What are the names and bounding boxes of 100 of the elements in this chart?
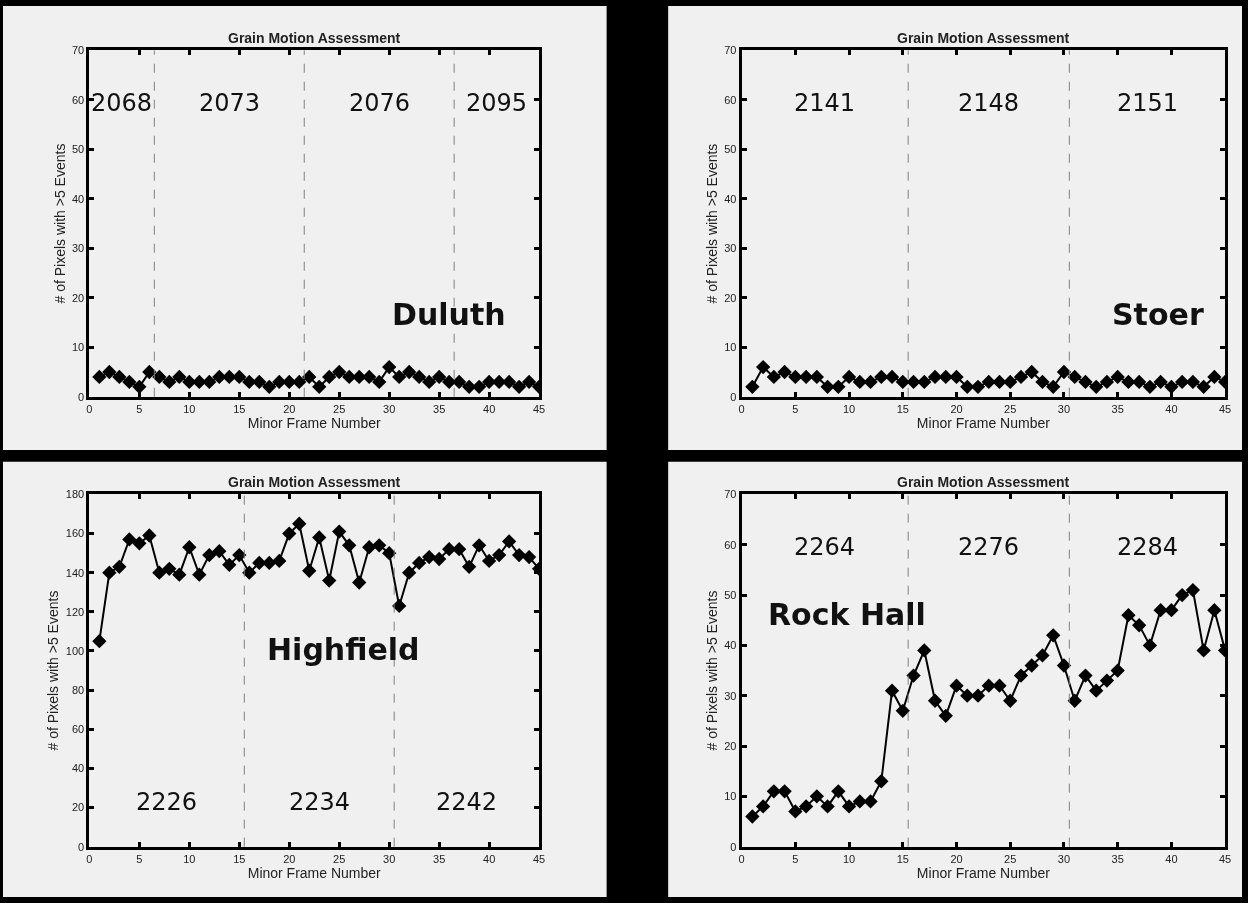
point <box>352 575 367 590</box>
point <box>809 789 824 804</box>
point <box>1142 638 1158 653</box>
annotation: 2151 <box>1117 89 1179 117</box>
y-tick-label: 60 <box>724 538 737 551</box>
y-tick-label: 50 <box>724 143 737 156</box>
point <box>402 565 417 580</box>
y-tick-label: 0 <box>78 840 85 853</box>
x-tick-label: 5 <box>792 852 799 865</box>
annotation: 2148 <box>958 89 1020 117</box>
point <box>282 526 297 541</box>
point <box>1067 693 1082 708</box>
point <box>1089 683 1104 698</box>
y-tick-label: 40 <box>724 639 737 652</box>
x-tick-label: 10 <box>842 402 856 415</box>
point <box>292 516 307 531</box>
annotation: 2234 <box>289 788 351 816</box>
y-tick-label: 140 <box>65 566 85 579</box>
point <box>1110 663 1125 678</box>
x-tick-label: 35 <box>433 852 446 865</box>
annotation: Highfield <box>267 632 420 667</box>
point <box>766 784 782 799</box>
point <box>192 567 207 582</box>
point <box>511 547 527 563</box>
y-axis-title: # of Pixels with >5 Events <box>45 590 62 751</box>
y-tick-label: 50 <box>724 588 737 601</box>
x-tick-label: 15 <box>896 852 909 865</box>
point <box>432 551 447 567</box>
point <box>852 794 867 809</box>
point <box>981 678 996 693</box>
y-tick-label: 0 <box>78 390 85 403</box>
point <box>1164 603 1179 618</box>
point <box>172 567 187 582</box>
y-tick-label: 80 <box>71 683 85 696</box>
point <box>895 703 910 718</box>
point <box>841 799 857 814</box>
point <box>874 774 889 789</box>
x-tick-label: 0 <box>86 402 93 415</box>
chart-title: Grain Motion Assessment <box>897 30 1070 46</box>
x-tick-label: 20 <box>950 402 963 415</box>
y-tick-label: 0 <box>730 840 737 853</box>
point <box>755 799 771 814</box>
annotation: 2068 <box>91 89 153 117</box>
y-tick-label: 60 <box>71 723 85 736</box>
point <box>1174 587 1190 603</box>
annotation: 2073 <box>199 89 261 117</box>
y-tick-label: 60 <box>724 93 737 106</box>
x-tick-label: 40 <box>483 852 496 865</box>
x-tick-label: 15 <box>233 852 246 865</box>
y-tick-label: 10 <box>724 790 737 803</box>
point <box>1078 668 1093 683</box>
point <box>412 555 427 571</box>
point <box>1185 582 1201 598</box>
point <box>788 804 803 819</box>
point <box>1046 628 1061 643</box>
point <box>142 528 157 543</box>
chart-title: Grain Motion Assessment <box>228 474 401 490</box>
point <box>332 524 347 539</box>
point <box>820 799 835 814</box>
point <box>1056 658 1072 673</box>
x-tick-label: 40 <box>483 402 496 415</box>
point <box>1035 648 1050 663</box>
point <box>798 799 814 814</box>
point <box>1024 658 1039 673</box>
y-tick-label: 40 <box>71 192 85 205</box>
y-tick-label: 20 <box>724 291 737 304</box>
point <box>222 557 237 573</box>
point <box>927 693 943 708</box>
y-tick-label: 100 <box>65 644 85 657</box>
chart-title: Grain Motion Assessment <box>228 30 401 46</box>
point <box>232 547 247 563</box>
x-axis-title: Minor Frame Number <box>247 414 382 431</box>
point <box>777 784 792 799</box>
point <box>212 544 227 559</box>
x-tick-label: 10 <box>183 852 196 865</box>
annotation: 2141 <box>794 89 856 117</box>
point <box>162 561 177 576</box>
y-tick-label: 120 <box>65 605 85 618</box>
annotation: 2226 <box>136 788 198 816</box>
point <box>521 549 537 565</box>
point <box>471 538 487 553</box>
point <box>1153 603 1168 618</box>
point <box>362 540 377 555</box>
point <box>102 565 117 580</box>
annotation: 2276 <box>958 533 1020 561</box>
x-tick-label: 20 <box>283 402 296 415</box>
x-tick-label: 20 <box>950 852 963 865</box>
x-tick-label: 30 <box>383 402 396 415</box>
y-tick-label: 180 <box>65 488 85 501</box>
x-tick-label: 5 <box>792 402 799 415</box>
annotation: 2284 <box>1117 533 1179 561</box>
y-tick-label: 10 <box>71 341 85 354</box>
x-tick-label: 10 <box>842 852 856 865</box>
x-tick-label: 30 <box>1057 852 1071 865</box>
point <box>992 678 1007 693</box>
y-tick-label: 70 <box>71 44 85 57</box>
x-tick-label: 10 <box>183 402 196 415</box>
y-tick-label: 20 <box>71 801 85 814</box>
point <box>302 563 317 578</box>
x-tick-label: 45 <box>1219 852 1232 865</box>
